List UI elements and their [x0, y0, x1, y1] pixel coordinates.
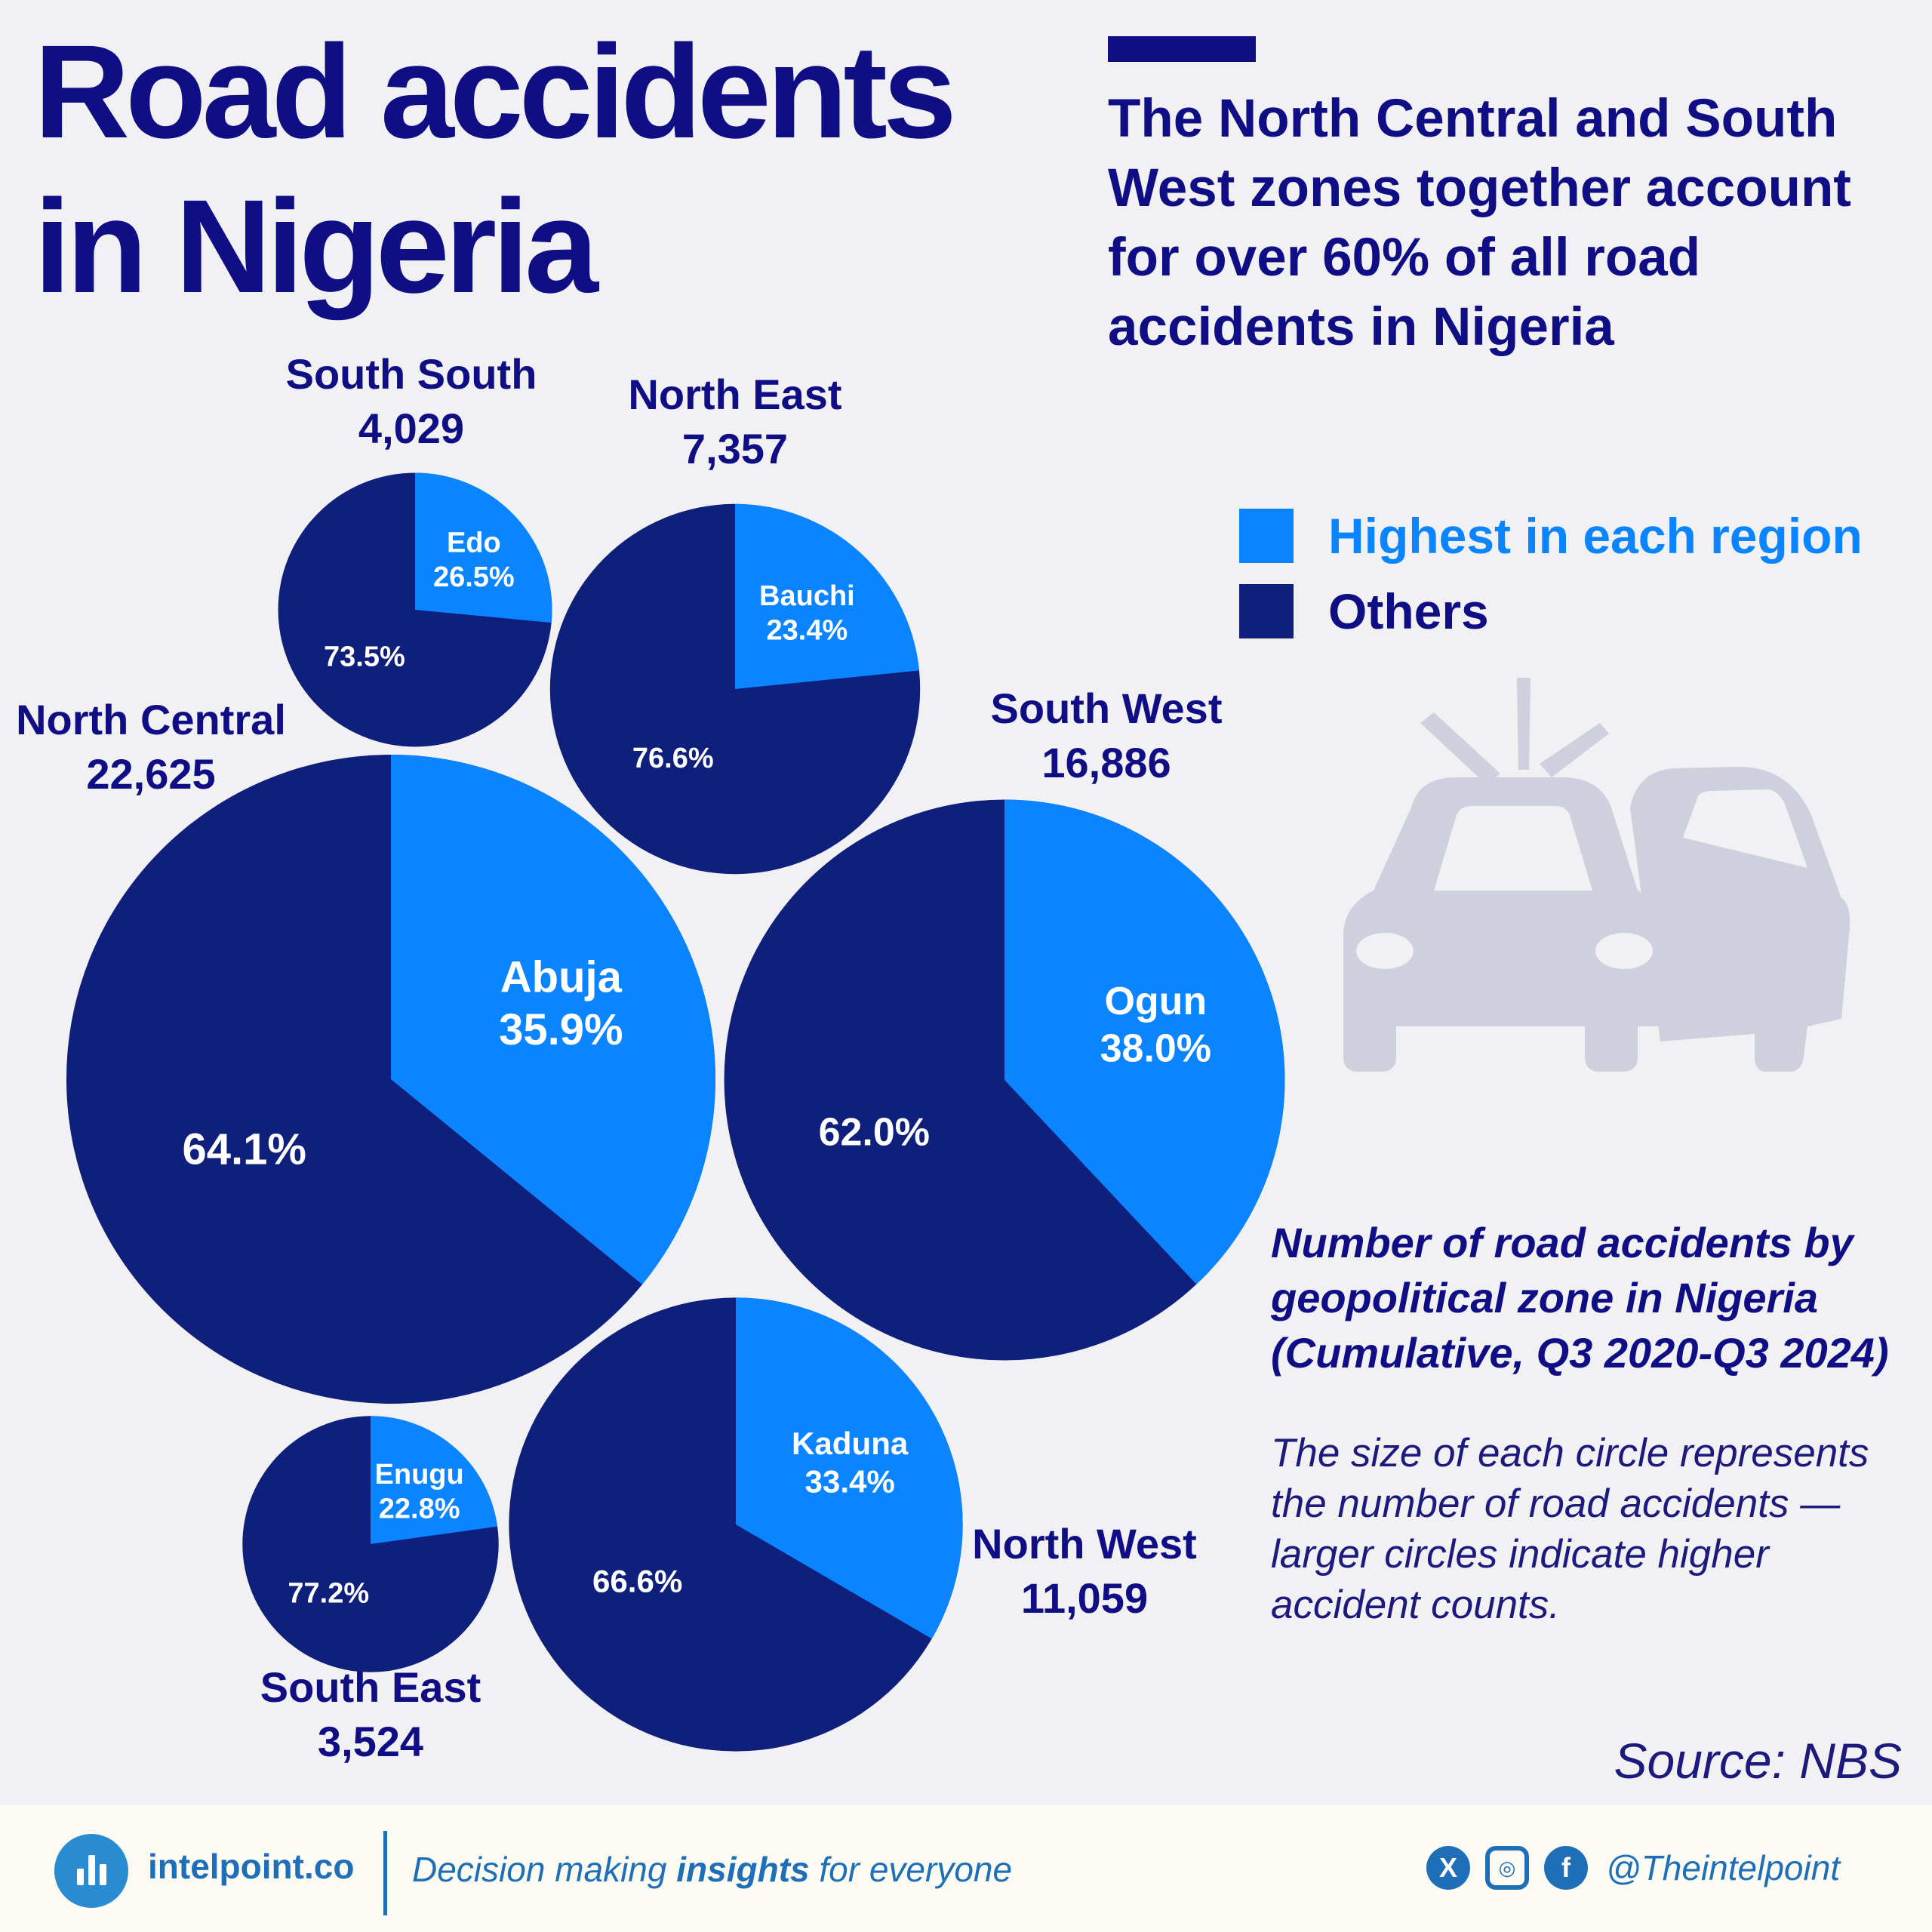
legend-swatch-others [1239, 584, 1294, 638]
page-title: Road accidents in Nigeria [34, 15, 957, 325]
title-line-1: Road accidents [34, 18, 957, 166]
social-links: X ◎ f @Theintelpoint [1426, 1846, 1840, 1890]
zone-name-south-west: South West [991, 685, 1223, 732]
title-line-2: in Nigeria [34, 173, 598, 321]
footer-divider [383, 1831, 387, 1915]
others-pct-label-north-east: 76.6% [632, 743, 714, 774]
slice-state-label-south-east: Enugu [375, 1459, 464, 1491]
chart-subtitle: Number of road accidents by geopolitical… [1271, 1219, 1889, 1377]
others-pct-label-south-east: 77.2% [288, 1577, 369, 1609]
zone-total-north-east: 7,357 [682, 425, 788, 472]
zone-total-north-west: 11,059 [1021, 1574, 1148, 1622]
legend-label-highest: Highest in each region [1328, 508, 1863, 564]
headline: The North Central and South West zones t… [1108, 89, 1851, 357]
slice-highest-north-west [736, 1297, 963, 1639]
tagline-bold: insights [676, 1850, 810, 1889]
legend: Highest in each region Others [1239, 498, 1863, 649]
social-handle[interactable]: @Theintelpoint [1606, 1848, 1841, 1887]
zone-total-south-west: 16,886 [1041, 739, 1171, 786]
source-label: Source: NBS [1614, 1733, 1903, 1789]
tagline-pre: Decision making [412, 1850, 677, 1889]
zone-name-north-east: North East [628, 371, 841, 418]
chart-note: The size of each circle represents the n… [1271, 1431, 1869, 1627]
slice-pct-label-south-east: 22.8% [379, 1494, 460, 1525]
zone-name-north-west: North West [972, 1520, 1197, 1567]
legend-item-highest: Highest in each region [1239, 498, 1863, 574]
slice-highest-north-central [391, 755, 715, 1285]
brand-link[interactable]: intelpoint.co [148, 1847, 355, 1886]
zone-total-north-central: 22,625 [86, 750, 215, 798]
others-pct-label-north-central: 64.1% [183, 1124, 306, 1174]
legend-swatch-highest [1239, 509, 1294, 563]
car-crash-icon [1343, 678, 1850, 1072]
slice-pct-label-north-east: 23.4% [767, 614, 848, 646]
slice-state-label-south-west: Ogun [1104, 980, 1207, 1023]
instagram-icon[interactable]: ◎ [1485, 1846, 1529, 1890]
slice-state-label-south-south: Edo [447, 527, 501, 558]
slice-pct-label-south-west: 38.0% [1100, 1026, 1211, 1070]
zone-name-south-east: South East [260, 1663, 481, 1711]
accent-bar [1108, 36, 1256, 62]
slice-pct-label-north-central: 35.9% [499, 1005, 623, 1054]
others-pct-label-south-west: 62.0% [819, 1111, 930, 1155]
others-pct-label-north-west: 66.6% [592, 1564, 682, 1599]
others-pct-label-south-south: 73.5% [324, 641, 405, 672]
tagline-post: for everyone [809, 1850, 1013, 1889]
legend-item-others: Others [1239, 574, 1863, 649]
tagline: Decision making insights for everyone [412, 1849, 1012, 1890]
x-icon[interactable]: X [1426, 1846, 1470, 1890]
facebook-icon[interactable]: f [1544, 1846, 1588, 1890]
slice-highest-south-west [1004, 799, 1285, 1284]
slice-highest-north-east [735, 503, 919, 689]
slice-pct-label-south-south: 26.5% [433, 561, 515, 593]
zone-name-north-central: North Central [16, 696, 286, 743]
zone-total-south-south: 4,029 [358, 405, 464, 452]
zone-total-south-east: 3,524 [318, 1718, 423, 1765]
slice-pct-label-north-west: 33.4% [805, 1463, 895, 1499]
footer: intelpoint.co Decision making insights f… [0, 1805, 1932, 1932]
slice-state-label-north-central: Abuja [500, 952, 623, 1001]
slice-highest-south-south [415, 472, 552, 623]
slice-state-label-north-west: Kaduna [792, 1426, 909, 1461]
zone-name-south-south: South South [286, 350, 537, 398]
intelpoint-logo-icon [54, 1834, 128, 1908]
slice-highest-south-east [371, 1416, 498, 1544]
slice-state-label-north-east: Bauchi [759, 580, 855, 612]
legend-label-others: Others [1328, 583, 1489, 639]
